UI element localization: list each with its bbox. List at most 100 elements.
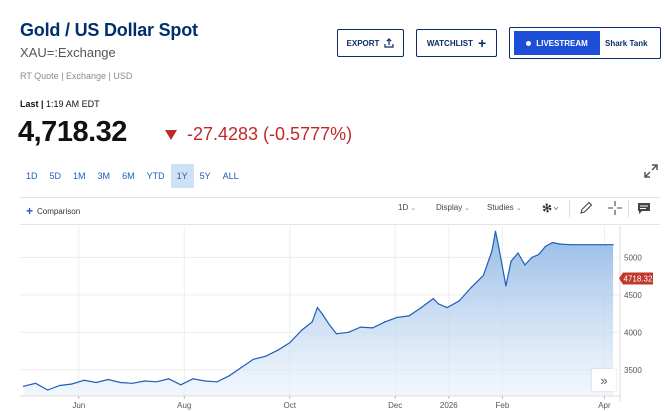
- chevron-down-icon: ⌄: [410, 205, 417, 212]
- range-ytd[interactable]: YTD: [146, 171, 165, 181]
- data-point: [264, 355, 267, 357]
- data-point: [491, 250, 493, 252]
- range-6m[interactable]: 6M: [122, 171, 135, 181]
- price-change: -27.4283 (-0.5777%): [165, 124, 352, 145]
- data-point: [156, 381, 158, 383]
- watchlist-label: WATCHLIST: [426, 38, 473, 48]
- studies-dropdown[interactable]: Studies ⌄: [487, 203, 522, 212]
- data-point: [301, 329, 303, 331]
- data-point: [531, 256, 533, 259]
- livestream-widget[interactable]: LIVESTREAM Shark Tank: [509, 27, 661, 59]
- x-tick-label: 2026: [440, 401, 458, 410]
- range-1y[interactable]: 1Y: [170, 164, 194, 188]
- settings-gear-icon[interactable]: [541, 201, 561, 215]
- data-point: [408, 315, 410, 317]
- last-label-text: Last |: [20, 99, 44, 109]
- range-1d[interactable]: 1D: [26, 171, 38, 181]
- watchlist-button[interactable]: WATCHLIST +: [416, 29, 497, 57]
- chevron-down-icon: ⌄: [515, 205, 522, 212]
- crosshair-icon[interactable]: [608, 201, 622, 215]
- data-point: [569, 244, 571, 246]
- data-point: [432, 298, 434, 300]
- data-point: [277, 349, 279, 351]
- data-point: [143, 380, 146, 382]
- livestream-show[interactable]: Shark Tank: [605, 38, 648, 48]
- data-point: [517, 252, 519, 254]
- display-dropdown[interactable]: Display ⌄: [436, 203, 470, 212]
- price-tag-label: 4718.32: [624, 275, 653, 284]
- series-area: [23, 231, 614, 396]
- data-point: [328, 324, 331, 326]
- data-point: [510, 260, 512, 262]
- quote-meta: RT Quote | Exchange | USD: [20, 71, 133, 81]
- toolbar-separator: [569, 200, 570, 217]
- data-point: [396, 316, 398, 318]
- data-point: [216, 381, 218, 383]
- current-price-tag: 4718.32: [619, 272, 653, 285]
- news-events-icon[interactable]: [637, 201, 651, 215]
- range-3m[interactable]: 3M: [97, 171, 111, 181]
- livestream-label: LIVESTREAM: [536, 38, 588, 48]
- data-point: [59, 384, 61, 387]
- data-point: [558, 243, 561, 245]
- symbol-subtitle: XAU=:Exchange: [20, 45, 116, 60]
- data-point: [252, 358, 254, 360]
- toolbar-separator: [628, 200, 629, 217]
- range-1m[interactable]: 1M: [73, 171, 86, 181]
- scroll-to-latest-button[interactable]: »: [592, 369, 616, 391]
- data-point: [22, 385, 25, 387]
- data-point: [360, 326, 362, 328]
- data-point: [579, 244, 581, 246]
- data-point: [35, 382, 37, 384]
- data-point: [204, 380, 206, 382]
- data-point: [446, 307, 448, 309]
- data-point: [47, 389, 49, 391]
- export-button[interactable]: EXPORT: [337, 29, 404, 57]
- data-point: [311, 321, 313, 323]
- plus-icon: +: [477, 35, 487, 51]
- plus-icon: +: [26, 204, 34, 218]
- x-tick-label: Dec: [388, 401, 402, 410]
- export-label: EXPORT: [346, 38, 380, 48]
- y-tick-label: 5000: [624, 253, 642, 262]
- y-tick-label: 4000: [624, 328, 642, 337]
- live-dot-icon: [526, 40, 532, 46]
- data-point: [470, 286, 472, 288]
- data-point: [538, 253, 540, 256]
- page-title: Gold / US Dollar Spot: [20, 20, 198, 40]
- x-tick-label: Apr: [598, 401, 611, 410]
- data-point: [552, 241, 554, 244]
- data-point: [322, 313, 324, 315]
- x-tick-label: Oct: [284, 401, 297, 410]
- toolbar-divider-top: [20, 197, 660, 198]
- data-point: [524, 264, 526, 266]
- data-point: [240, 366, 242, 369]
- range-all[interactable]: ALL: [222, 171, 239, 181]
- data-point: [347, 331, 350, 333]
- data-point: [83, 379, 85, 381]
- data-point: [600, 244, 602, 246]
- expand-icon[interactable]: [643, 163, 659, 179]
- comparison-button[interactable]: + Comparison: [26, 204, 80, 218]
- studies-label: Studies: [487, 203, 514, 212]
- data-point: [494, 230, 497, 232]
- data-point: [71, 383, 73, 385]
- interval-label: 1D: [398, 203, 409, 212]
- range-5d[interactable]: 5D: [49, 171, 62, 181]
- livestream-button[interactable]: LIVESTREAM: [514, 31, 600, 55]
- chevron-down-icon: ⌄: [464, 205, 471, 212]
- x-tick-label: Aug: [177, 401, 191, 410]
- draw-pencil-icon[interactable]: [579, 201, 593, 215]
- data-point: [107, 378, 109, 381]
- data-point: [316, 307, 318, 309]
- data-point: [482, 274, 484, 276]
- interval-dropdown[interactable]: 1D ⌄: [398, 203, 416, 212]
- time-range-selector: 1D 5D 1M 3M 6M YTD 1Y 5Y ALL: [20, 164, 245, 188]
- data-point: [289, 342, 291, 344]
- y-tick-label: 3500: [624, 366, 642, 375]
- export-icon: [384, 38, 395, 48]
- comparison-label: Comparison: [37, 206, 81, 216]
- x-tick-label: Feb: [496, 401, 510, 410]
- range-5y[interactable]: 5Y: [199, 171, 211, 181]
